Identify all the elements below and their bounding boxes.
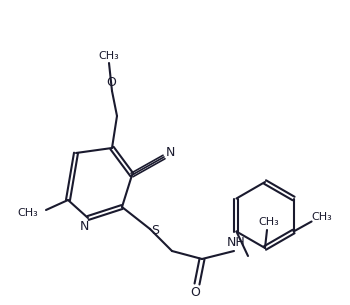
Text: NH: NH	[227, 236, 245, 249]
Text: CH₃: CH₃	[311, 213, 332, 223]
Text: CH₃: CH₃	[99, 51, 119, 61]
Text: CH₃: CH₃	[17, 208, 38, 218]
Text: O: O	[106, 77, 116, 89]
Text: N: N	[165, 146, 175, 160]
Text: N: N	[79, 220, 89, 232]
Text: CH₃: CH₃	[259, 217, 279, 227]
Text: S: S	[151, 224, 159, 238]
Text: O: O	[190, 286, 200, 300]
